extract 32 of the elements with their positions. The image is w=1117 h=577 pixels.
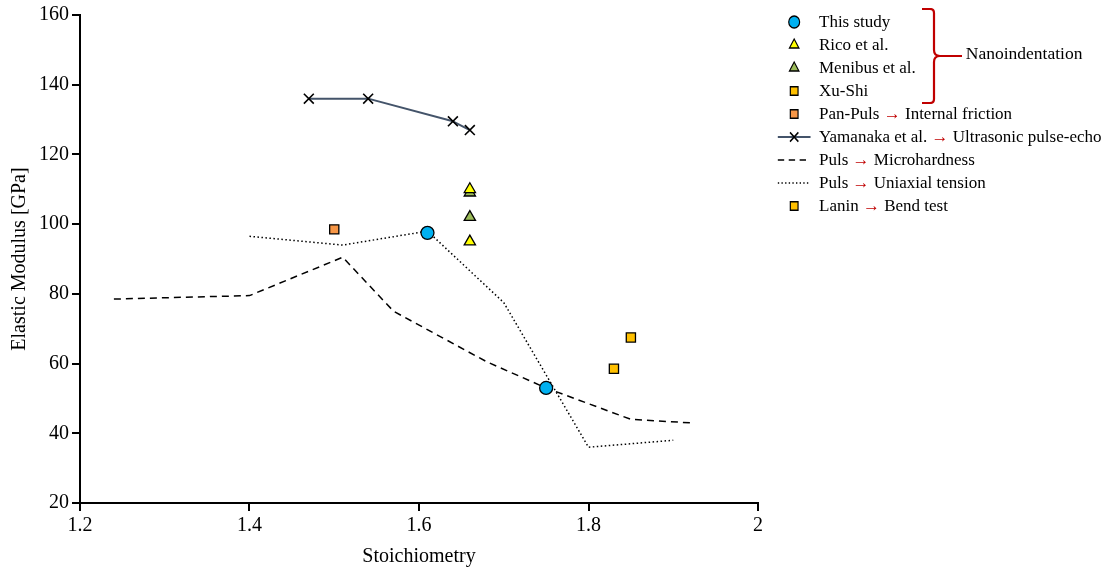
y-tick-label: 20 <box>49 490 69 513</box>
y-tick-label: 120 <box>39 141 69 164</box>
y-tick-label: 60 <box>49 350 69 373</box>
y-tick-label: 140 <box>39 71 69 94</box>
legend-label: Puls → Uniaxial tension <box>819 172 986 194</box>
point <box>608 363 620 375</box>
y-tick-label: 40 <box>49 420 69 443</box>
x-tick-label: 1.6 <box>406 513 432 536</box>
legend-label: Yamanaka et al. → Ultrasonic pulse-echo <box>819 126 1102 148</box>
x-axis-title: Stoichiometry <box>362 544 476 568</box>
x-tick-label: 1.4 <box>237 513 262 536</box>
legend-label: Rico et al. <box>819 34 889 56</box>
y-tick-label: 100 <box>39 211 69 234</box>
y-tick-label: 80 <box>49 281 69 304</box>
legend-label: Xu-Shi <box>819 80 869 102</box>
legend-label: Lanin → Bend test <box>819 195 948 217</box>
point <box>538 380 554 396</box>
legend-label: This study <box>819 11 891 33</box>
point <box>420 225 435 241</box>
y-tick-label: 160 <box>39 2 69 25</box>
legend-label: Puls → Microhardness <box>819 149 975 171</box>
point <box>463 234 477 246</box>
legend-label: Pan-Puls → Internal friction <box>819 103 1013 125</box>
point <box>625 332 637 343</box>
text: Nanoindentation <box>965 43 1083 64</box>
point <box>329 224 340 235</box>
point <box>463 210 477 222</box>
y-axis-title: Elastic Modulus [GPa] <box>7 167 30 351</box>
x-tick-label: 2 <box>753 513 763 536</box>
legend-label: Menibus et al. <box>819 57 916 79</box>
x-tick-label: 1.8 <box>576 513 601 536</box>
x-tick-label: 1.2 <box>67 513 93 536</box>
